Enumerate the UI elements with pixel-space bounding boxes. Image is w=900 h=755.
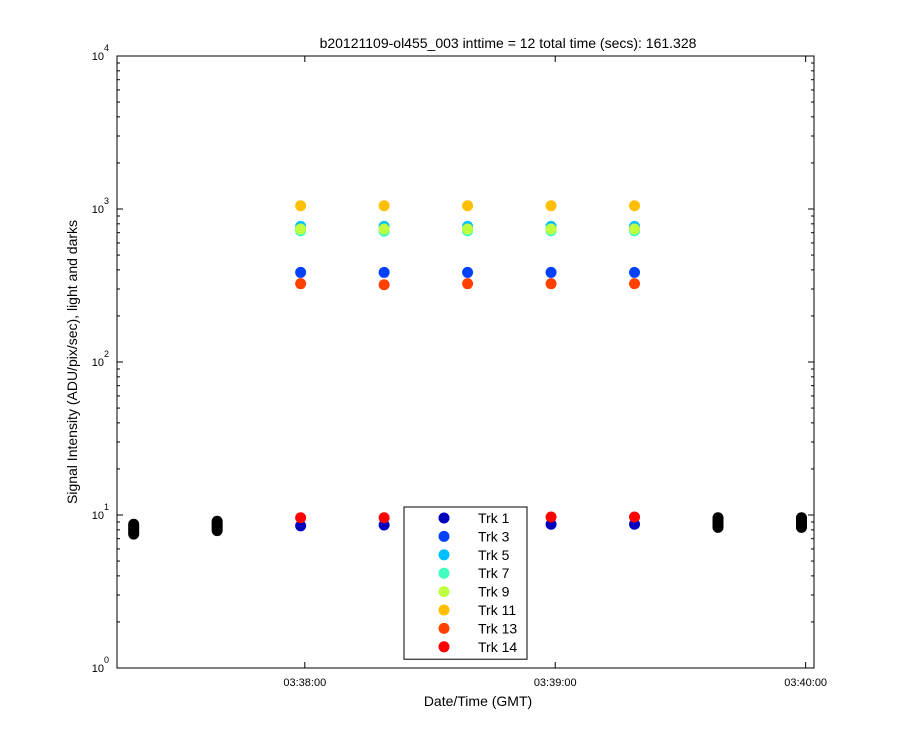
y-tick-label: 101 (92, 502, 109, 522)
y-tick-label: 102 (92, 349, 109, 369)
dark-data-point (712, 512, 724, 524)
y-tick-exponent: 4 (104, 43, 109, 53)
data-point (629, 511, 641, 523)
y-tick-exponent: 3 (104, 196, 109, 206)
y-tick-exponent: 0 (104, 655, 109, 665)
data-point (295, 278, 307, 290)
data-points (128, 200, 807, 540)
data-point (378, 279, 390, 291)
data-point (629, 200, 641, 212)
legend-label: Trk 14 (478, 639, 517, 655)
data-point (629, 266, 641, 278)
data-point (378, 200, 390, 212)
data-point (629, 223, 641, 235)
y-tick-exponent: 2 (104, 349, 109, 359)
data-point (462, 200, 474, 212)
data-point (629, 278, 641, 290)
legend-label: Trk 1 (478, 510, 510, 526)
legend-box (403, 506, 528, 660)
y-tick-label: 100 (92, 655, 109, 675)
x-tick-label: 03:39:00 (534, 677, 577, 689)
data-point (462, 266, 474, 278)
data-point (545, 278, 557, 290)
legend-marker (438, 641, 450, 653)
x-tick-label: 03:40:00 (784, 677, 827, 689)
data-point (545, 200, 557, 212)
legend-marker (438, 604, 450, 616)
legend-marker (438, 622, 450, 634)
x-tick-label: 03:38:00 (283, 677, 326, 689)
legend-marker (438, 549, 450, 561)
data-point (295, 223, 307, 235)
legend-marker (438, 530, 450, 542)
y-tick-base: 10 (92, 51, 104, 63)
data-point (295, 200, 307, 212)
data-point (545, 511, 557, 523)
legend-label: Trk 9 (478, 584, 510, 600)
legend-label: Trk 11 (478, 602, 516, 618)
y-tick-base: 10 (92, 510, 104, 522)
data-point (545, 223, 557, 235)
dark-data-point (795, 512, 807, 524)
y-tick-label: 104 (92, 43, 109, 63)
data-point (462, 278, 474, 290)
y-axis-label: Signal Intensity (ADU/pix/sec), light an… (64, 220, 80, 504)
dark-data-point (128, 518, 140, 530)
y-tick-label: 103 (92, 196, 109, 216)
dark-data-point (211, 515, 223, 527)
data-point (295, 266, 307, 278)
legend-label: Trk 5 (478, 547, 510, 563)
data-point (462, 223, 474, 235)
y-tick-base: 10 (92, 204, 104, 216)
legend-label: Trk 3 (478, 528, 510, 544)
chart-title: b20121109-ol455_003 inttime = 12 total t… (320, 35, 697, 51)
y-tick-base: 10 (92, 663, 104, 675)
legend-label: Trk 13 (478, 620, 517, 636)
data-point (378, 266, 390, 278)
legend-label: Trk 7 (478, 565, 510, 581)
y-tick-exponent: 1 (104, 502, 109, 512)
legend-marker (438, 567, 450, 579)
legend-marker (438, 512, 450, 524)
data-point (378, 512, 390, 524)
data-point (545, 266, 557, 278)
y-tick-base: 10 (92, 357, 104, 369)
data-point (295, 520, 307, 532)
data-point (295, 512, 307, 524)
data-point (378, 223, 390, 235)
legend: Trk 1 Trk 3 Trk 5 Trk 7 Trk 9 Trk 11 Trk 13 Trk… (403, 506, 528, 660)
x-axis-label: Date/Time (GMT) (424, 693, 532, 709)
legend-marker (438, 586, 450, 598)
